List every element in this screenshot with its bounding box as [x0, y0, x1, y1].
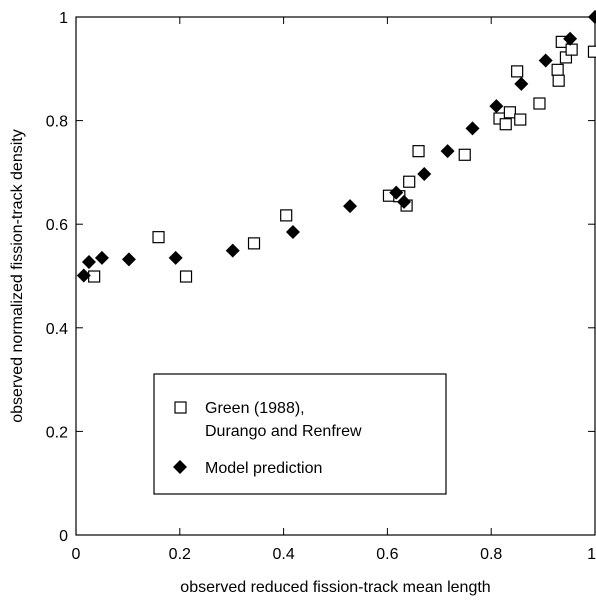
legend: Green (1988), Durango and Renfrew Model … [153, 373, 447, 495]
data-point-diamond [81, 255, 96, 270]
series-green-1988 [88, 35, 596, 283]
legend-diamond-marker [173, 460, 187, 474]
data-point-square [514, 113, 527, 126]
data-point-diamond [514, 76, 529, 91]
y-tick-label: 0.2 [46, 424, 68, 441]
data-point-diamond [76, 268, 91, 283]
x-tick-label: 0.4 [272, 546, 294, 563]
series-model-prediction [76, 10, 596, 283]
data-point-diamond [417, 166, 432, 181]
data-point-square [458, 148, 471, 161]
data-point-diamond [94, 250, 109, 265]
data-point-square [412, 145, 425, 158]
data-point-square [565, 43, 578, 56]
x-axis: 0 0.2 0.4 0.6 0.8 1 [72, 17, 596, 563]
data-point-square [551, 63, 564, 76]
legend-square-marker [174, 401, 187, 414]
legend-entry-model: Model prediction [205, 460, 322, 477]
plot-frame [75, 16, 596, 536]
data-point-diamond [588, 10, 596, 24]
x-tick-label: 0 [72, 546, 81, 563]
data-point-diamond [343, 199, 358, 214]
data-point-diamond [397, 194, 412, 209]
data-point-square [88, 270, 101, 283]
data-point-diamond [489, 99, 504, 114]
x-tick-label: 0.2 [169, 546, 191, 563]
x-tick-label: 1 [587, 546, 596, 563]
x-tick-label: 0.8 [480, 546, 502, 563]
y-tick-label: 0.6 [46, 217, 68, 234]
data-point-square [587, 45, 596, 58]
x-tick-label: 0.6 [376, 546, 398, 563]
data-point-diamond [440, 144, 455, 159]
data-point-square [280, 209, 293, 222]
y-axis: 0 0.2 0.4 0.6 0.8 1 [46, 10, 595, 545]
y-axis-title: observed normalized fission-track densit… [9, 129, 26, 422]
y-tick-label: 0 [59, 528, 68, 545]
legend-entry-green-line1: Green (1988), [205, 400, 305, 417]
data-point-diamond [121, 252, 136, 267]
data-point-square [152, 231, 165, 244]
x-axis-title: observed reduced fission-track mean leng… [180, 579, 490, 596]
data-point-square [511, 65, 524, 78]
data-point-square [503, 106, 516, 119]
legend-box [153, 373, 447, 495]
data-point-diamond [285, 224, 300, 239]
data-point-square [247, 237, 261, 250]
data-point-square [403, 175, 416, 188]
y-tick-label: 0.8 [46, 114, 68, 131]
data-series [76, 10, 596, 283]
y-tick-label: 1 [59, 10, 68, 27]
data-point-diamond [465, 121, 480, 136]
data-point-square [499, 118, 512, 131]
data-point-diamond [168, 250, 183, 265]
data-point-diamond [225, 243, 240, 258]
legend-entry-green-line2: Durango and Renfrew [205, 423, 362, 440]
data-point-diamond [538, 53, 553, 68]
data-point-square [552, 74, 565, 87]
data-point-square [179, 270, 193, 283]
y-tick-label: 0.4 [46, 321, 68, 338]
data-point-diamond [563, 31, 578, 46]
data-point-square [533, 97, 546, 110]
data-point-diamond [389, 185, 404, 200]
